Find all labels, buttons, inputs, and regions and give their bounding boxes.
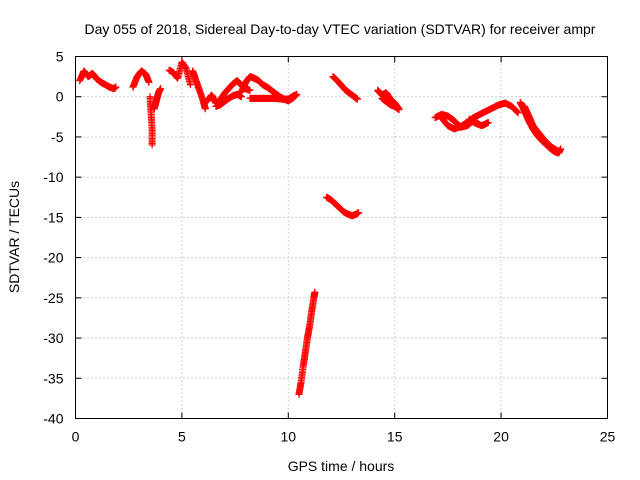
x-tick-label: 20: [493, 429, 509, 445]
data-point: [293, 90, 301, 98]
data-series-arc-21: [521, 102, 563, 155]
y-tick-label: 5: [56, 49, 64, 65]
y-tick-label: -5: [51, 129, 64, 145]
data-point: [355, 209, 363, 217]
x-tick-label: 10: [281, 429, 297, 445]
x-tick-label: 0: [72, 429, 80, 445]
y-tick-label: -35: [43, 370, 63, 386]
data-points: [76, 58, 565, 398]
data-point: [201, 105, 209, 113]
data-series-arc-6: [189, 67, 209, 113]
x-tick-label: 5: [178, 429, 186, 445]
x-axis-label: GPS time / hours: [288, 458, 395, 474]
data-series-arc-14: [329, 73, 361, 103]
y-tick-label: -15: [43, 209, 63, 225]
data-point: [157, 85, 165, 93]
data-series-arc-19: [465, 115, 492, 130]
data-series-arc-13: [323, 193, 363, 220]
x-tick-label: 25: [600, 429, 616, 445]
data-point: [513, 108, 521, 116]
data-point: [353, 95, 361, 103]
data-point: [246, 86, 254, 94]
data-point: [311, 288, 319, 296]
tick-labels: 0 5 10 15 20 25 5 0 -5 -10 -15 -20 -25 -30 -35 -40: [43, 49, 615, 445]
data-point: [514, 109, 522, 117]
data-series-arc-16: [378, 94, 403, 114]
data-point: [148, 141, 156, 149]
data-series-arc-11: [276, 90, 301, 105]
y-tick-label: -20: [43, 250, 63, 266]
data-point: [395, 106, 403, 114]
y-tick-label: -30: [43, 330, 63, 346]
data-series-arc-2: [129, 67, 153, 91]
data-point: [186, 81, 194, 89]
chart-title: Day 055 of 2018, Sidereal Day-to-day VTE…: [85, 21, 596, 37]
y-tick-label: 0: [56, 89, 64, 105]
grid-lines: [75, 56, 608, 419]
data-series-arc-15: [374, 86, 403, 113]
data-series-arc-5: [165, 58, 194, 89]
data-series-arc-3: [146, 93, 156, 149]
data-point: [513, 108, 521, 116]
data-point: [484, 118, 492, 126]
data-series-arc-12: [295, 288, 319, 398]
y-axis-label: SDTVAR / TECUs: [6, 181, 22, 293]
data-point: [145, 78, 153, 86]
data-point: [112, 83, 120, 91]
plot-frame: [75, 56, 608, 419]
y-tick-label: -10: [43, 169, 63, 185]
x-tick-label: 15: [387, 429, 403, 445]
data-series-arc-8: [212, 90, 245, 110]
y-tick-label: -40: [43, 411, 63, 427]
data-series-arc-1: [76, 67, 120, 93]
data-point: [555, 147, 563, 155]
data-series-arc-4: [150, 85, 165, 113]
y-tick-label: -25: [43, 290, 63, 306]
